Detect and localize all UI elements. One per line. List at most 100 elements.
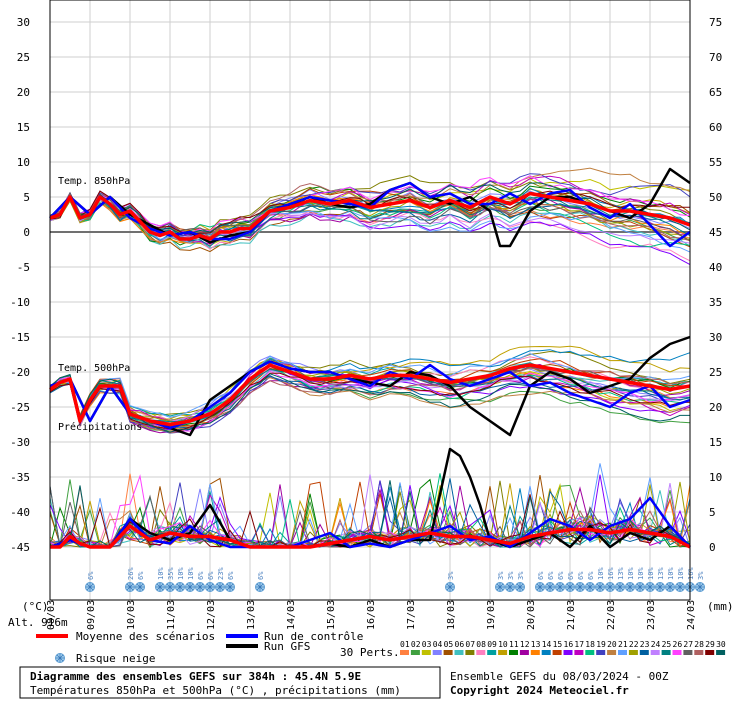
legend-gfs-label: Run GFS bbox=[264, 640, 310, 653]
label-t850: Temp. 850hPa bbox=[58, 176, 130, 187]
date-label: 17/03 bbox=[406, 600, 417, 630]
snow-risk-percent: 10% bbox=[597, 567, 605, 580]
pert-swatch bbox=[650, 650, 660, 655]
snow-risk-marker: 3% bbox=[695, 571, 705, 592]
pert-swatch bbox=[498, 650, 508, 655]
left-tick-label: -30 bbox=[10, 436, 30, 449]
snow-risk-marker: 10% bbox=[155, 567, 165, 592]
pert-swatch bbox=[432, 650, 442, 655]
pert-number: 25 bbox=[662, 640, 672, 649]
snow-risk-percent: 26% bbox=[127, 567, 135, 580]
snowflake-icon bbox=[595, 582, 605, 592]
snowflake-icon bbox=[55, 653, 65, 663]
left-tick-label: -35 bbox=[10, 471, 30, 484]
pert-swatch bbox=[487, 650, 497, 655]
snow-risk-percent: 10% bbox=[647, 567, 655, 580]
pert-number: 30 bbox=[716, 640, 726, 649]
pert-number: 23 bbox=[640, 640, 650, 649]
snow-risk-marker: 10% bbox=[175, 567, 185, 592]
snowflake-icon bbox=[615, 582, 625, 592]
snow-risk-percent: 10% bbox=[637, 567, 645, 580]
left-tick-label: -10 bbox=[10, 296, 30, 309]
left-tick-label: 15 bbox=[17, 121, 30, 134]
pert-swatch bbox=[519, 650, 529, 655]
snow-risk-row: 6% 26% 6% 10% 35% 10% 10% 6% 6% 23% 6% 6% 3% 3% 3% 3% 6%… bbox=[85, 567, 705, 592]
pert-swatch bbox=[705, 650, 715, 655]
pert-number: 06 bbox=[455, 640, 465, 649]
altitude-label: Alt. 916m bbox=[8, 616, 68, 629]
snow-risk-percent: 6% bbox=[557, 571, 565, 580]
right-tick-label: 15 bbox=[709, 436, 722, 449]
pert-number: 27 bbox=[683, 640, 693, 649]
member-t500 bbox=[49, 373, 690, 433]
snow-risk-marker: 10% bbox=[185, 567, 195, 592]
snow-risk-percent: 10% bbox=[677, 567, 685, 580]
date-label: 14/03 bbox=[286, 600, 297, 630]
snow-risk-marker: 6% bbox=[555, 571, 565, 592]
pert-swatch bbox=[443, 650, 453, 655]
pert-number: 24 bbox=[651, 640, 661, 649]
pert-number: 26 bbox=[673, 640, 683, 649]
right-tick-label: 5 bbox=[709, 506, 716, 519]
left-tick-label: 5 bbox=[23, 191, 30, 204]
snowflake-icon bbox=[675, 582, 685, 592]
snowflake-icon bbox=[175, 582, 185, 592]
right-tick-label: 70 bbox=[709, 51, 722, 64]
snowflake-icon bbox=[255, 582, 265, 592]
date-label: 15/03 bbox=[326, 600, 337, 630]
snow-risk-percent: 6% bbox=[207, 571, 215, 580]
left-tick-label: -45 bbox=[10, 541, 30, 554]
left-tick-label: -25 bbox=[10, 401, 30, 414]
perturbation-legend: 01 02 03 04 05 06 07 08 09 10 11 12 13 14 15 16 17 18 19 20… bbox=[400, 640, 726, 655]
pert-number: 22 bbox=[629, 640, 639, 649]
pert-swatch bbox=[618, 650, 627, 655]
series-control-precip-5 bbox=[49, 496, 691, 549]
date-label: 23/03 bbox=[646, 600, 657, 630]
snowflake-icon bbox=[165, 582, 175, 592]
left-tick-label: -40 bbox=[10, 506, 30, 519]
pert-number: 07 bbox=[465, 640, 475, 649]
pert-swatch bbox=[628, 650, 638, 655]
snow-risk-marker: 6% bbox=[135, 571, 145, 592]
snowflake-icon bbox=[205, 582, 215, 592]
snow-risk-percent: 6% bbox=[567, 571, 575, 580]
snow-risk-percent: 6% bbox=[137, 571, 145, 580]
pert-swatch bbox=[552, 650, 562, 655]
member-t850 bbox=[49, 198, 691, 250]
right-tick-label: 20 bbox=[709, 401, 722, 414]
snow-risk-marker: 6% bbox=[225, 571, 235, 592]
right-tick-label: 45 bbox=[709, 226, 722, 239]
snowflake-icon bbox=[135, 582, 145, 592]
snow-risk-marker: 3% bbox=[445, 571, 455, 592]
snow-risk-percent: 23% bbox=[217, 567, 225, 580]
pert-swatch bbox=[672, 650, 682, 655]
snow-risk-percent: 6% bbox=[227, 571, 235, 580]
pert-swatch bbox=[465, 650, 475, 655]
legend-snow-label: Risque neige bbox=[76, 652, 155, 665]
snow-risk-percent: 3% bbox=[697, 571, 705, 580]
right-tick-label: 50 bbox=[709, 191, 722, 204]
run-info: Ensemble GEFS du 08/03/2024 - 00Z bbox=[450, 670, 669, 683]
snowflake-icon bbox=[645, 582, 655, 592]
snow-risk-percent: 10% bbox=[157, 567, 165, 580]
snow-risk-percent: 6% bbox=[587, 571, 595, 580]
snow-risk-percent: 3% bbox=[517, 571, 525, 580]
series-mean-precip-2 bbox=[50, 524, 691, 549]
right-tick-label: 65 bbox=[709, 86, 722, 99]
pert-swatch bbox=[454, 650, 464, 655]
snowflake-icon bbox=[185, 582, 195, 592]
member-t850 bbox=[49, 175, 691, 234]
snow-risk-percent: 10% bbox=[627, 567, 635, 580]
left-unit-label: (°C) bbox=[22, 600, 49, 613]
label-t500: Temp. 500hPa bbox=[58, 363, 130, 374]
right-tick-label: 0 bbox=[709, 541, 716, 554]
snowflake-icon bbox=[225, 582, 235, 592]
snowflake-icon bbox=[445, 582, 455, 592]
pert-swatch bbox=[661, 650, 671, 655]
pert-swatch bbox=[683, 650, 693, 655]
pert-swatch bbox=[716, 650, 726, 655]
snow-risk-marker: 13% bbox=[655, 567, 665, 592]
right-tick-label: 75 bbox=[709, 16, 722, 29]
